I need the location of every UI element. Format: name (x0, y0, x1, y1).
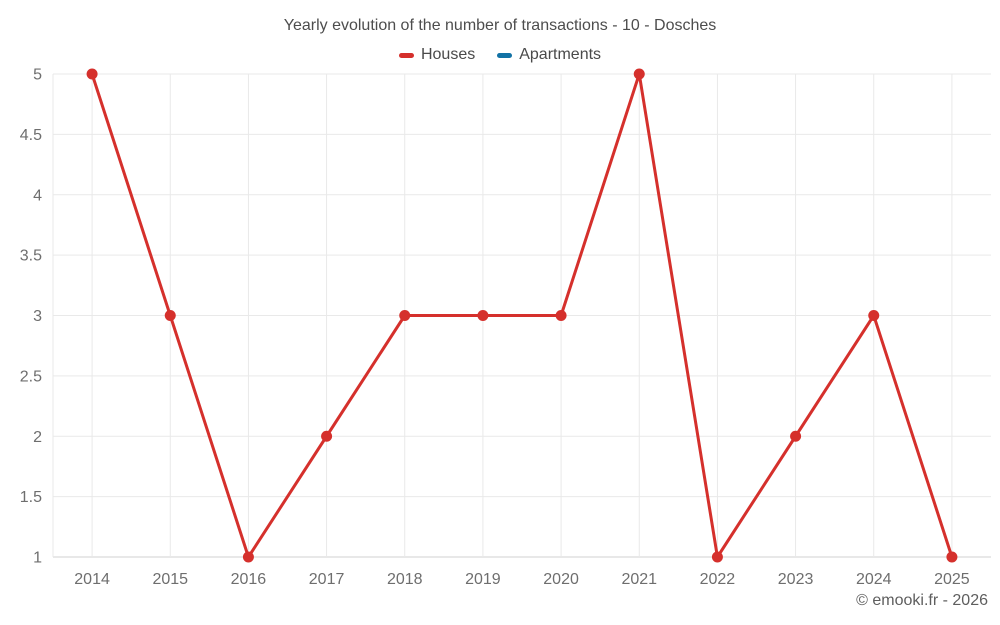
x-tick-label: 2021 (621, 571, 657, 588)
legend-label-apartments: Apartments (519, 46, 602, 63)
houses-data-point[interactable] (790, 430, 802, 442)
houses-data-point[interactable] (868, 310, 880, 321)
legend-label-houses: Houses (420, 46, 476, 63)
y-tick-label: 4.5 (20, 127, 42, 144)
legend-item-apartments[interactable]: Apartments (497, 46, 601, 64)
x-tick-label: 2018 (387, 571, 423, 588)
houses-series-line (90, 72, 954, 559)
legend: Houses Apartments (0, 46, 1000, 64)
copyright-notice: © emooki.fr - 2026 (856, 592, 988, 609)
y-tick-label: 2.5 (20, 368, 42, 385)
houses-data-point[interactable] (946, 551, 958, 563)
houses-data-point[interactable] (242, 551, 254, 563)
x-tick-label: 2019 (465, 571, 501, 588)
x-tick-label: 2024 (856, 571, 892, 588)
x-tick-label: 2017 (309, 571, 345, 588)
chart-title: Yearly evolution of the number of transa… (283, 17, 717, 34)
houses-data-point[interactable] (711, 551, 723, 563)
x-tick-label: 2014 (74, 571, 110, 588)
y-tick-label: 2 (33, 429, 42, 446)
houses-data-point[interactable] (164, 310, 176, 321)
y-tick-label: 1.5 (20, 489, 42, 506)
x-tick-label: 2020 (543, 571, 579, 588)
houses-data-point[interactable] (86, 68, 98, 80)
y-tick-label: 3 (33, 308, 42, 325)
legend-item-houses[interactable]: Houses (398, 46, 476, 64)
x-tick-label: 2022 (700, 571, 736, 588)
y-tick-label: 5 (33, 67, 42, 84)
houses-data-point[interactable] (555, 310, 567, 321)
apartments-legend-swatch-icon (497, 52, 513, 58)
x-tick-label: 2016 (231, 571, 267, 588)
houses-legend-swatch-icon (398, 52, 414, 58)
houses-data-point[interactable] (477, 310, 489, 321)
x-tick-label: 2025 (934, 571, 970, 588)
houses-data-point[interactable] (633, 68, 645, 80)
y-tick-label: 1 (33, 550, 42, 567)
x-tick-label: 2015 (152, 571, 188, 588)
x-tick-label: 2023 (778, 571, 814, 588)
y-tick-label: 3.5 (20, 248, 42, 265)
y-tick-label: 4 (33, 187, 42, 204)
houses-data-point[interactable] (399, 310, 411, 321)
houses-data-point[interactable] (321, 430, 333, 442)
